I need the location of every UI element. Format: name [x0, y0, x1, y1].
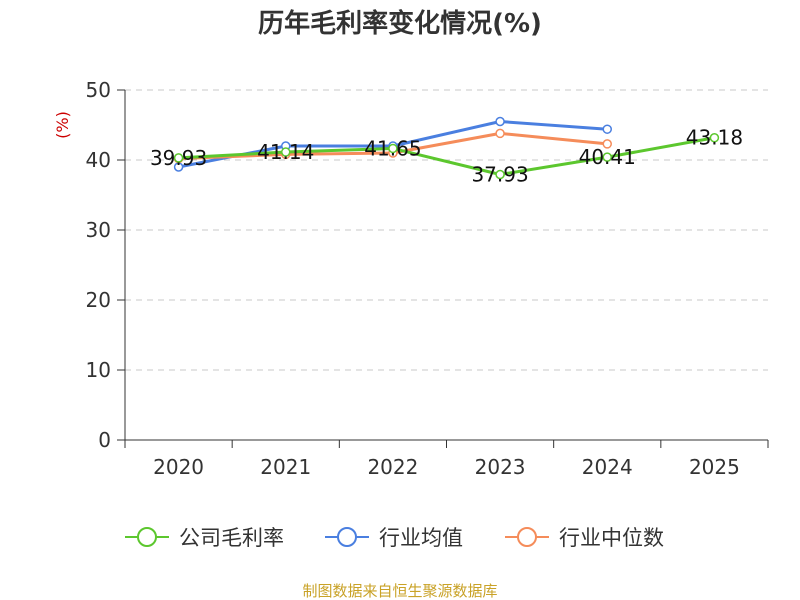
series-point-0 [602, 152, 612, 162]
y-tick-label: 0 [98, 428, 111, 452]
legend-item-0[interactable]: 公司毛利率 [125, 526, 284, 550]
y-tick-label: 20 [86, 288, 111, 312]
series-point-0 [173, 153, 184, 163]
x-tick-label: 2023 [475, 455, 526, 479]
legend[interactable]: 公司毛利率 行业均值 行业中位数 [125, 526, 664, 550]
x-tick-label: 2025 [689, 455, 740, 479]
y-tick-label: 10 [86, 358, 111, 382]
legend-marker [137, 527, 157, 547]
data-label: 41.14 [257, 140, 314, 164]
legend-label: 行业均值 [379, 526, 463, 550]
legend-marker [337, 527, 357, 547]
x-tick-label: 2022 [367, 455, 418, 479]
data-labels: 39.93 41.14 41.65 37.93 40.41 43.18 [150, 126, 743, 187]
y-tick-label: 30 [86, 218, 111, 242]
data-label: 37.93 [471, 162, 528, 186]
series-point-0 [495, 169, 505, 180]
series-point-0 [388, 143, 398, 154]
series-point-0 [281, 147, 291, 157]
y-axis-unit-label: (%) [53, 111, 72, 139]
x-tick-label: 2021 [260, 455, 311, 479]
data-label: 39.93 [150, 146, 207, 170]
data-label: 40.41 [579, 145, 636, 169]
series-lines [173, 116, 720, 180]
chart-title: 历年毛利率变化情况(%) [258, 8, 542, 39]
series-point-1 [495, 116, 505, 127]
y-tick-label: 40 [86, 148, 111, 172]
legend-marker [517, 527, 537, 547]
series-point-2 [602, 139, 612, 149]
source-note: 制图数据来自恒生聚源数据库 [302, 582, 497, 600]
series-point-0 [709, 132, 720, 143]
data-label: 43.18 [686, 126, 743, 150]
legend-item-2[interactable]: 行业中位数 [505, 526, 664, 550]
axes: 0 10 20 30 40 50 2020 2021 2022 2023 2024 2025 [86, 78, 769, 479]
legend-label: 行业中位数 [559, 526, 664, 550]
series-point-1 [602, 124, 612, 134]
grid-lines [125, 89, 768, 371]
x-tick-label: 2024 [582, 455, 633, 479]
y-tick-label: 50 [86, 78, 111, 102]
data-label: 41.65 [364, 136, 421, 160]
legend-label: 公司毛利率 [179, 526, 284, 550]
x-tick-label: 2020 [153, 455, 204, 479]
series-point-2 [495, 128, 505, 139]
series-line-0 [178, 136, 715, 176]
legend-item-1[interactable]: 行业均值 [325, 526, 463, 550]
